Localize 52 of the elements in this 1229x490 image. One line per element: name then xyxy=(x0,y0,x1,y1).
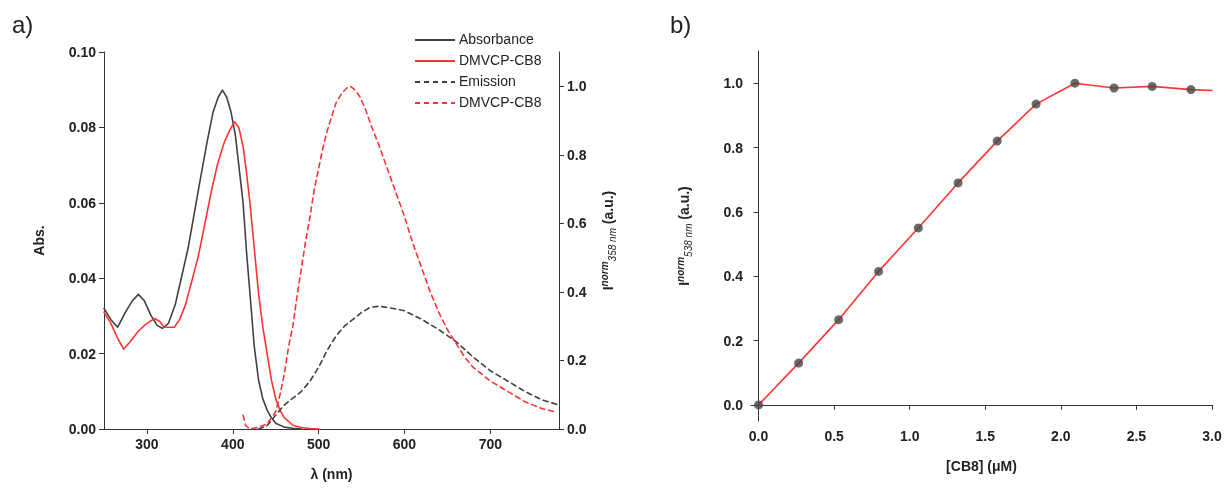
point xyxy=(953,178,963,188)
legend-label: Absorbance xyxy=(459,31,534,47)
point xyxy=(1147,81,1157,91)
y2-tick-label: 0.4 xyxy=(567,283,587,300)
x-tick-label: 2.5 xyxy=(1126,428,1147,444)
legend-label: Emission xyxy=(459,73,516,89)
y-tick-label: 0.4 xyxy=(723,268,744,285)
x-tick-label: 300 xyxy=(135,436,159,452)
y-tick-label: 0.10 xyxy=(68,44,97,60)
x-tick-label: 0.0 xyxy=(748,428,769,444)
y-axis-title: Abs. xyxy=(31,225,47,256)
x-tick-label: 3.0 xyxy=(1202,428,1222,444)
x-axis-title: [CB8] (μM) xyxy=(946,458,1017,474)
y2-tick-label: 0.2 xyxy=(567,352,587,369)
x-tick-label: 600 xyxy=(392,436,417,452)
point xyxy=(754,400,764,410)
x-tick-label: 700 xyxy=(478,436,503,452)
chart-title: a) xyxy=(12,10,34,38)
point xyxy=(834,315,844,325)
point xyxy=(1109,83,1119,93)
x-tick-label: 0.5 xyxy=(824,428,845,444)
chart-title: b) xyxy=(670,10,692,38)
y-tick-label: 0.08 xyxy=(68,119,97,136)
x-tick-label: 2.0 xyxy=(1051,428,1071,444)
y-tick-label: 0.02 xyxy=(68,345,97,362)
point xyxy=(874,266,884,276)
y2-axis-title: Inorm358 nm (a.u.) xyxy=(598,190,618,291)
x-tick-label: 500 xyxy=(306,436,331,452)
x-axis-title: λ (nm) xyxy=(310,466,353,482)
point xyxy=(794,358,804,368)
y-tick-label: 0.6 xyxy=(723,203,744,220)
point xyxy=(1031,99,1041,109)
point xyxy=(992,136,1002,146)
y-tick-label: 1.0 xyxy=(723,75,744,92)
point xyxy=(1070,78,1080,88)
y-tick-label: 0.2 xyxy=(723,332,744,349)
y-axis-title: Inorm538 nm (a.u.) xyxy=(674,186,694,286)
y2-tick-label: 0.6 xyxy=(567,215,587,232)
point xyxy=(913,223,923,233)
legend-label: DMVCP-CB8 xyxy=(459,52,542,68)
y-tick-label: 0.00 xyxy=(68,421,97,437)
y2-tick-label: 0.8 xyxy=(567,146,587,163)
x-tick-label: 1.0 xyxy=(899,428,920,444)
x-tick-label: 400 xyxy=(221,436,245,452)
y-tick-label: 0.8 xyxy=(723,139,744,156)
x-tick-label: 1.5 xyxy=(975,428,996,444)
y-tick-label: 0.0 xyxy=(723,396,744,413)
y2-tick-label: 1.0 xyxy=(567,78,587,95)
legend-label: DMVCP-CB8 xyxy=(459,94,542,110)
y-tick-label: 0.06 xyxy=(68,194,97,211)
y-tick-label: 0.04 xyxy=(68,270,97,287)
point xyxy=(1186,85,1196,95)
